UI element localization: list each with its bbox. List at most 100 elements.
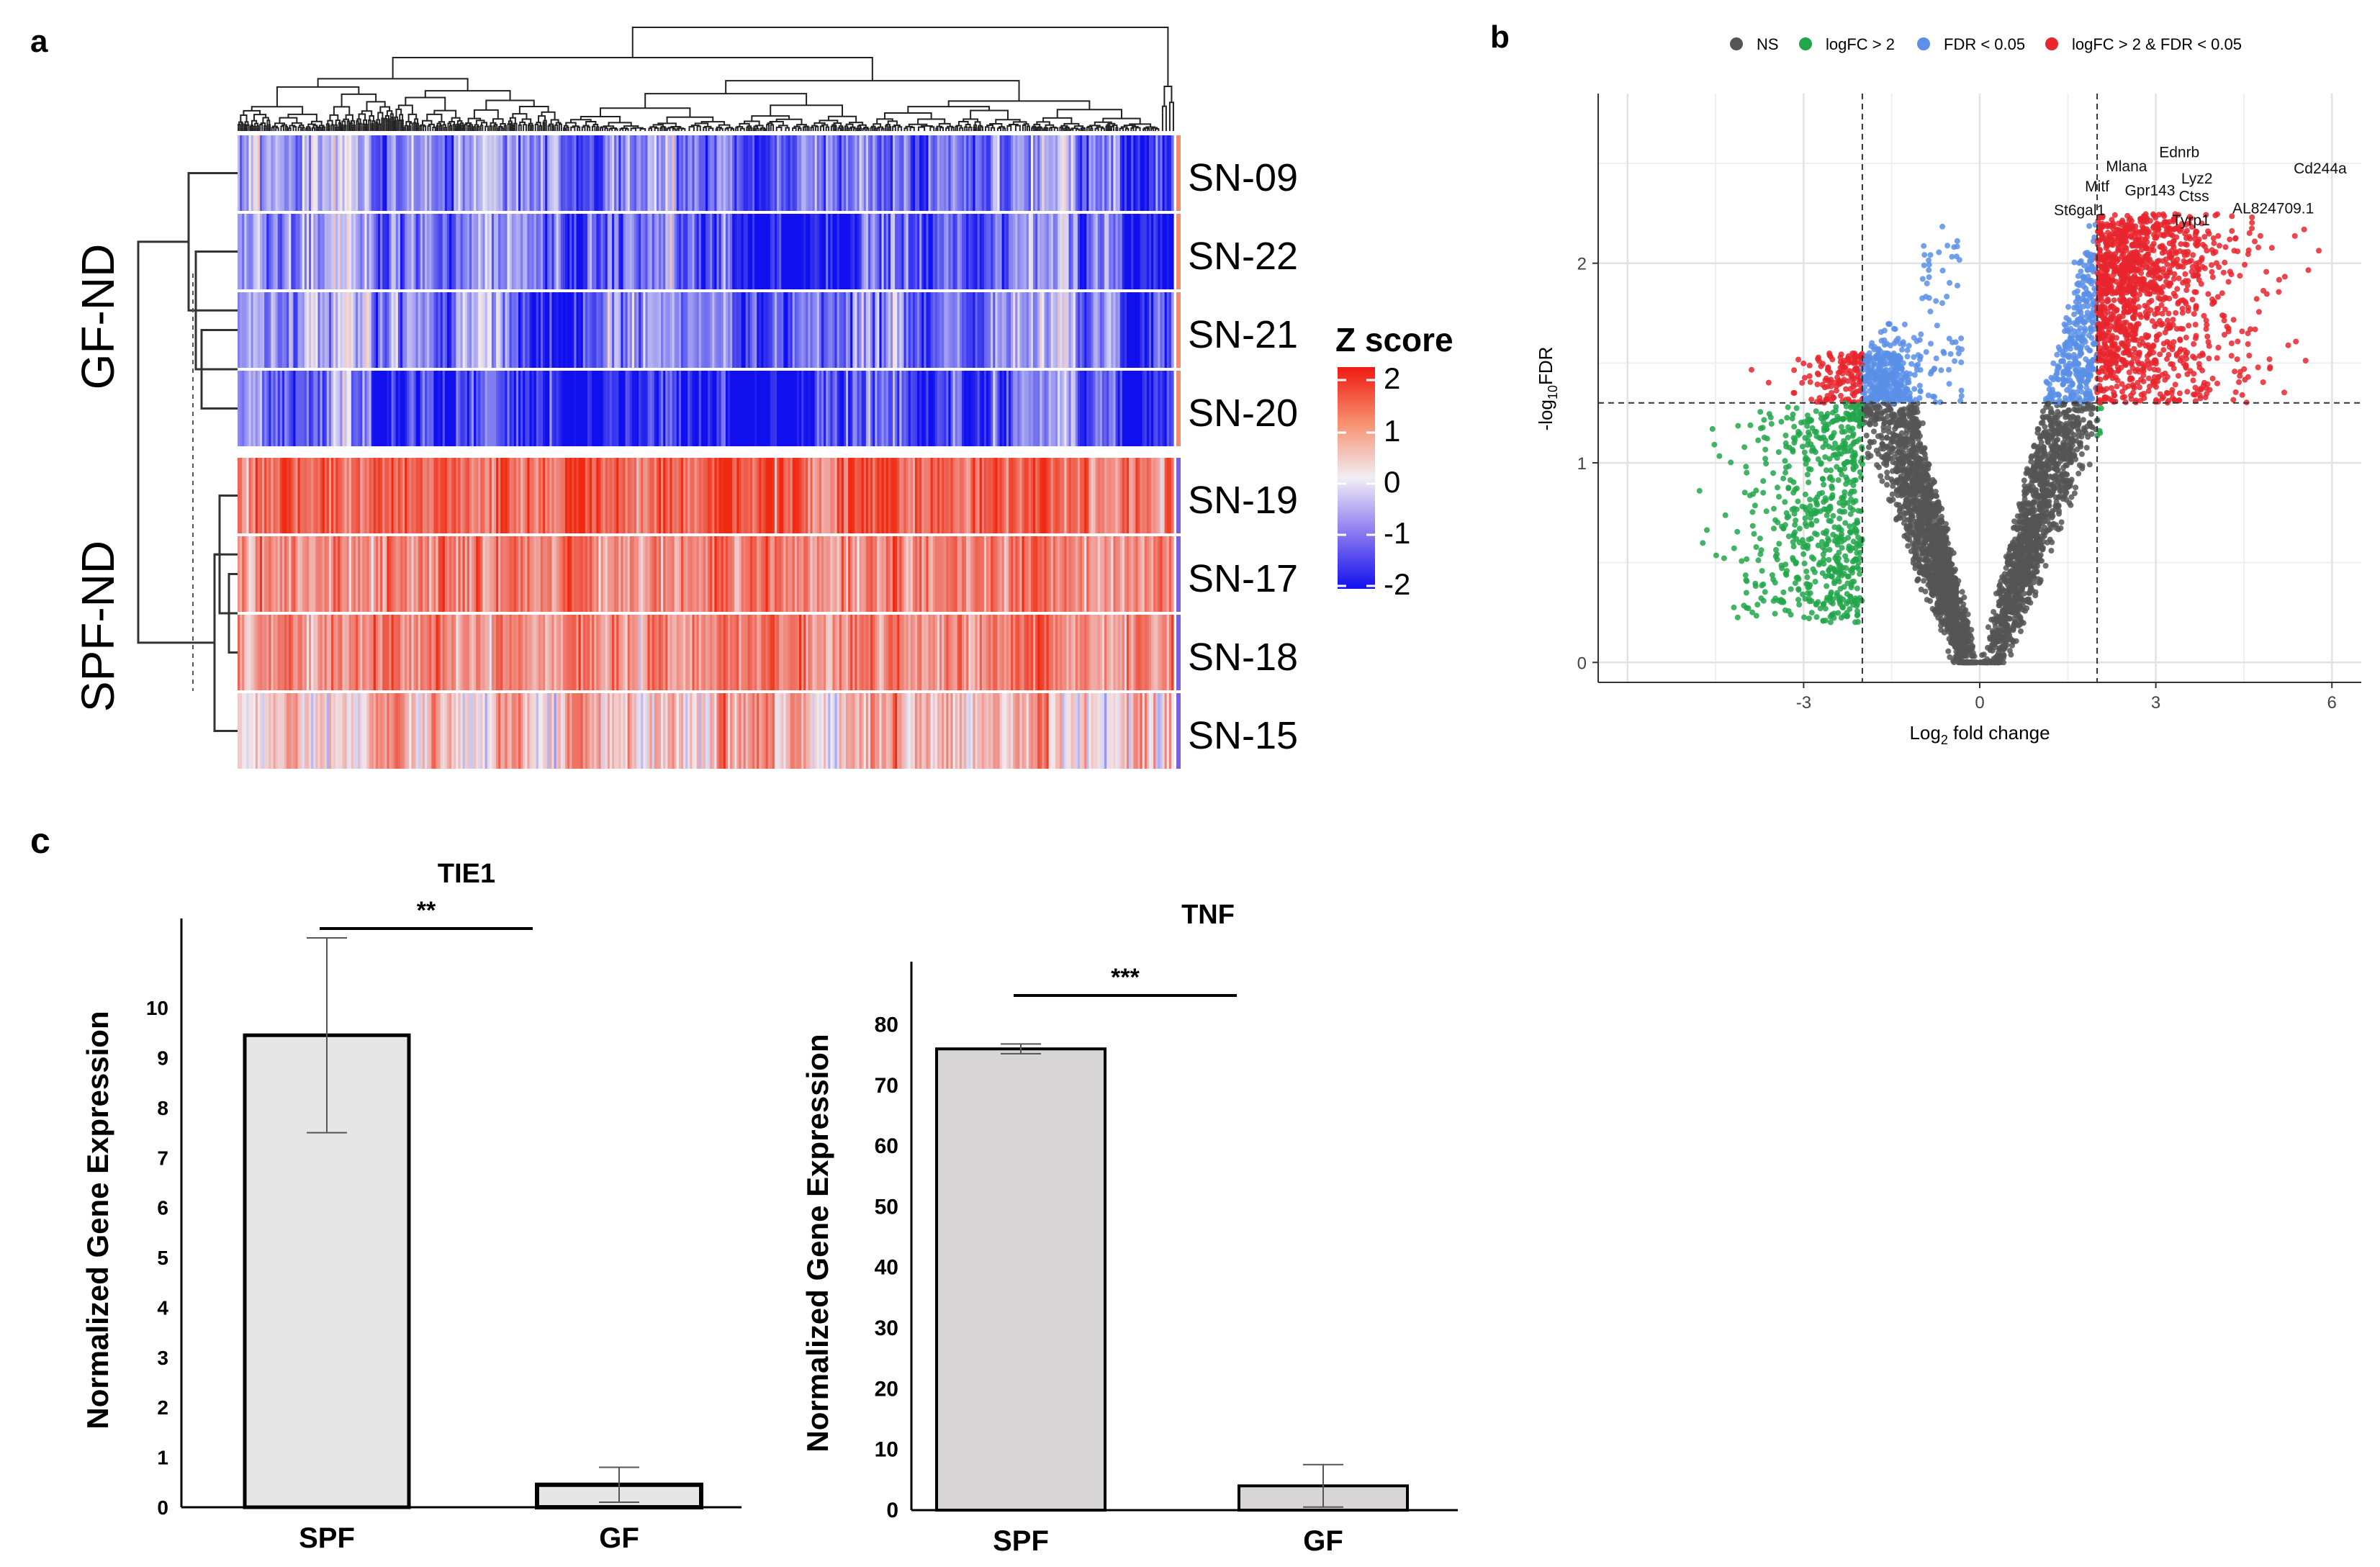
heatmap-cell bbox=[525, 214, 528, 289]
heatmap-cell bbox=[600, 214, 604, 289]
heatmap-cell bbox=[908, 214, 911, 289]
heatmap-cell bbox=[253, 135, 256, 211]
heatmap-cell bbox=[975, 458, 978, 533]
heatmap-cell bbox=[863, 536, 867, 612]
heatmap-cell bbox=[560, 214, 564, 289]
heatmap-cell bbox=[1028, 371, 1032, 446]
heatmap-cell bbox=[631, 371, 635, 446]
heatmap-cell bbox=[598, 371, 602, 446]
heatmap-cell bbox=[999, 292, 1003, 368]
dendrogram-branch bbox=[586, 126, 591, 129]
heatmap-cell bbox=[456, 458, 459, 533]
heatmap-cell bbox=[585, 371, 588, 446]
heatmap-cell bbox=[240, 693, 243, 769]
heatmap-cell bbox=[921, 536, 924, 612]
heatmap-cell bbox=[810, 693, 813, 769]
heatmap-cell bbox=[966, 371, 969, 446]
heatmap-cell bbox=[1040, 371, 1042, 446]
heatmap-cell bbox=[859, 292, 862, 368]
heatmap-cell bbox=[400, 371, 403, 446]
heatmap-cell bbox=[877, 693, 880, 769]
heatmap-cell bbox=[364, 135, 368, 211]
heatmap-cell bbox=[855, 214, 858, 289]
heatmap-cell bbox=[346, 693, 350, 769]
heatmap-cell bbox=[462, 214, 466, 289]
heatmap-cell bbox=[993, 292, 996, 368]
heatmap-cell bbox=[326, 371, 330, 446]
dendrogram-branch bbox=[473, 109, 499, 119]
heatmap-cell bbox=[478, 536, 481, 612]
heatmap-cell bbox=[647, 292, 651, 368]
dendrogram-branch bbox=[1045, 124, 1055, 128]
heatmap-cell bbox=[783, 693, 787, 769]
heatmap-cell bbox=[351, 458, 354, 533]
heatmap-cell bbox=[251, 458, 254, 533]
heatmap-cell bbox=[808, 135, 811, 211]
heatmap-cell bbox=[572, 292, 574, 368]
heatmap-cell bbox=[674, 371, 677, 446]
heatmap-cell bbox=[275, 371, 279, 446]
dendrogram-branch bbox=[831, 124, 837, 127]
heatmap-cell bbox=[322, 292, 325, 368]
heatmap-cell bbox=[242, 615, 245, 690]
heatmap-cell bbox=[903, 214, 907, 289]
dendrogram-branch bbox=[274, 122, 286, 127]
heatmap-cell bbox=[1001, 693, 1005, 769]
heatmap-cell bbox=[393, 371, 397, 446]
heatmap-cell bbox=[418, 458, 421, 533]
heatmap-cell bbox=[690, 536, 693, 612]
heatmap-cell bbox=[837, 536, 840, 612]
heatmap-cell bbox=[422, 214, 425, 289]
dendrogram-branch bbox=[500, 123, 506, 127]
heatmap-cell bbox=[678, 693, 682, 769]
heatmap-cell bbox=[692, 615, 695, 690]
dendrogram-branch bbox=[725, 80, 1020, 101]
heatmap-cell bbox=[331, 693, 334, 769]
heatmap-cell bbox=[389, 615, 392, 690]
dendrogram-branch bbox=[1112, 124, 1118, 128]
heatmap-cell bbox=[523, 458, 526, 533]
heatmap-cell bbox=[257, 292, 261, 368]
heatmap-cell bbox=[536, 458, 539, 533]
heatmap-cell bbox=[727, 536, 731, 612]
heatmap-cell bbox=[1155, 458, 1158, 533]
heatmap-cell bbox=[1171, 371, 1174, 446]
heatmap-cell bbox=[380, 615, 383, 690]
heatmap-cell bbox=[694, 135, 698, 211]
heatmap-cell bbox=[879, 214, 883, 289]
heatmap-cell bbox=[271, 693, 274, 769]
heatmap-cell bbox=[1171, 214, 1174, 289]
heatmap-cell bbox=[335, 135, 338, 211]
heatmap-cell bbox=[549, 292, 553, 368]
heatmap-cell bbox=[574, 615, 577, 690]
heatmap-cell bbox=[888, 615, 891, 690]
heatmap-cell bbox=[342, 135, 346, 211]
heatmap-cell bbox=[870, 135, 873, 211]
heatmap-cell bbox=[670, 458, 673, 533]
heatmap-cell bbox=[821, 292, 824, 368]
heatmap-cell bbox=[513, 458, 517, 533]
heatmap-cell bbox=[297, 292, 301, 368]
heatmap-cell bbox=[745, 458, 749, 533]
heatmap-cell bbox=[714, 615, 718, 690]
heatmap-cell bbox=[482, 214, 486, 289]
heatmap-cell bbox=[1046, 292, 1050, 368]
heatmap-cell bbox=[1097, 135, 1101, 211]
heatmap-cell bbox=[930, 536, 934, 612]
heatmap-cell bbox=[466, 214, 470, 289]
heatmap-cell bbox=[1111, 292, 1114, 368]
dendrogram-branch bbox=[338, 122, 341, 126]
heatmap-cell bbox=[1115, 536, 1119, 612]
heatmap-cell bbox=[1135, 135, 1139, 211]
heatmap-cell bbox=[846, 693, 849, 769]
heatmap-cell bbox=[821, 693, 824, 769]
heatmap-cell bbox=[562, 371, 566, 446]
heatmap-cell bbox=[1022, 458, 1025, 533]
heatmap-cell bbox=[1058, 458, 1060, 533]
heatmap-cell bbox=[464, 693, 468, 769]
heatmap-cell bbox=[1133, 214, 1136, 289]
heatmap-cell bbox=[843, 615, 847, 690]
heatmap-cell bbox=[1162, 292, 1166, 368]
heatmap-cell bbox=[1133, 292, 1136, 368]
heatmap-cell bbox=[1024, 458, 1027, 533]
